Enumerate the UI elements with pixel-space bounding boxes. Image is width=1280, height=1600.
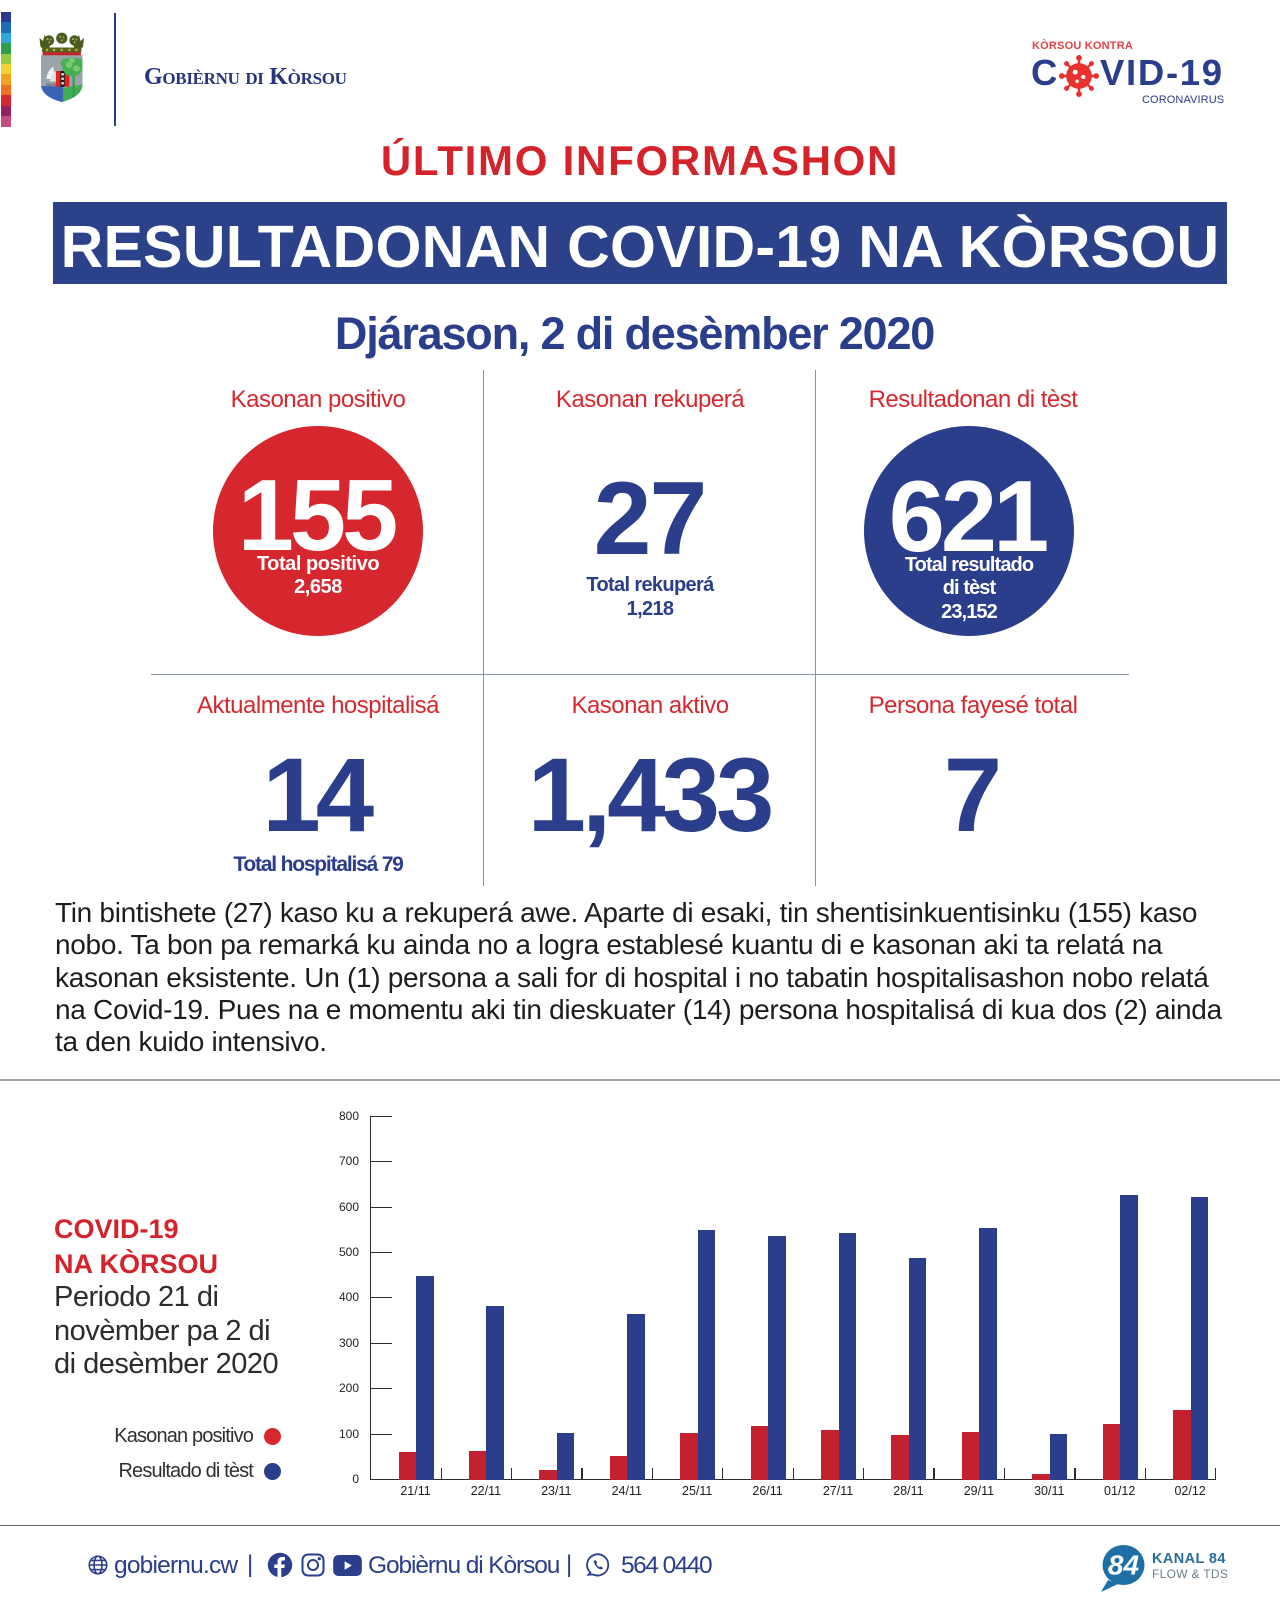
svg-text:84: 84: [1108, 1550, 1140, 1581]
svg-text:KANAL 84: KANAL 84: [1152, 1551, 1226, 1567]
svg-text:FLOW & TDS: FLOW & TDS: [1152, 1567, 1228, 1581]
